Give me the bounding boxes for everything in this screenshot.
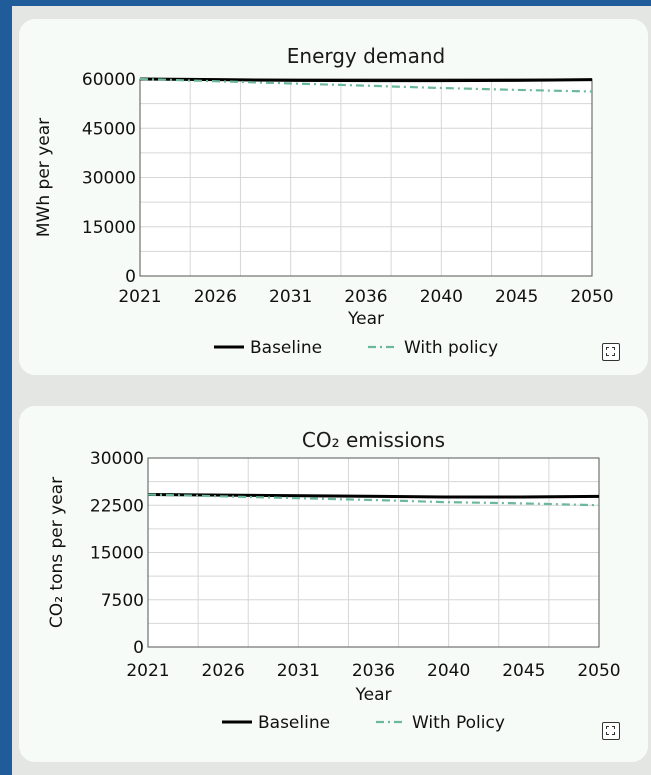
- legend-label: Baseline: [250, 338, 322, 358]
- y-tick-label: 7500: [101, 591, 144, 611]
- x-tick-label: 2031: [277, 661, 320, 681]
- y-tick-label: 0: [133, 638, 144, 658]
- series-line-baseline: [147, 493, 600, 499]
- y-axis-label: MWh per year: [34, 118, 54, 237]
- y-tick-label: 30000: [82, 169, 136, 189]
- series-line-policy: [139, 77, 593, 93]
- y-tick-label: 30000: [90, 449, 144, 469]
- y-tick-label: 45000: [82, 119, 136, 139]
- series-line-policy: [147, 493, 600, 507]
- chart-title: Energy demand: [287, 44, 446, 68]
- x-tick-label: 2050: [570, 287, 613, 307]
- y-tick-label: 0: [125, 267, 136, 287]
- y-axis-label: CO₂ tons per year: [47, 477, 67, 628]
- legend-label: With policy: [404, 338, 498, 358]
- x-tick-label: 2031: [269, 287, 312, 307]
- legend-label: Baseline: [258, 713, 330, 733]
- expand-icon[interactable]: [602, 343, 620, 361]
- energy-demand-card: Energy demand 60000 45000 30000 15000 0 2021 20…: [19, 19, 648, 375]
- y-tick-label: 15000: [90, 544, 144, 564]
- y-tick-label: 60000: [82, 70, 136, 90]
- y-tick-label: 15000: [82, 218, 136, 238]
- x-tick-label: 2036: [344, 287, 387, 307]
- x-tick-label: 2021: [118, 287, 161, 307]
- x-tick-label: 2026: [202, 661, 245, 681]
- co2-emissions-card: CO₂ emissions 30000 22500 15000 7500 0 2021 202…: [19, 406, 648, 762]
- x-tick-label: 2040: [420, 287, 463, 307]
- plot-border: [139, 78, 593, 277]
- series-line-baseline: [139, 77, 593, 83]
- y-tick-label: 22500: [90, 496, 144, 516]
- x-axis-label: Year: [347, 309, 384, 329]
- expand-icon[interactable]: [602, 722, 620, 740]
- x-tick-label: 2045: [495, 287, 538, 307]
- x-tick-label: 2036: [352, 661, 395, 681]
- legend-label: With Policy: [412, 713, 505, 733]
- x-tick-label: 2026: [194, 287, 237, 307]
- x-tick-label: 2021: [126, 661, 169, 681]
- chart-title: CO₂ emissions: [302, 428, 445, 452]
- co2-emissions-chart: CO₂ emissions 30000 22500 15000 7500 0 2021 202…: [47, 428, 621, 733]
- x-tick-label: 2050: [577, 661, 620, 681]
- x-axis-label: Year: [355, 685, 392, 705]
- x-tick-label: 2040: [427, 661, 470, 681]
- x-tick-label: 2045: [502, 661, 545, 681]
- plot-border: [147, 457, 600, 648]
